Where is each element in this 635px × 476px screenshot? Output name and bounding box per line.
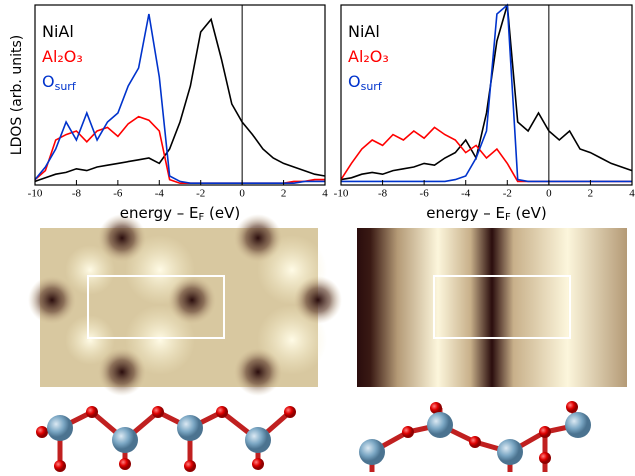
ldos-chart: -10 -8 -6 -4 -2 0 2 4 energy – EF (eV) NiAl Al₂O₃ O… — [334, 3, 635, 224]
ldos-line — [34, 115, 325, 184]
stm-image-right — [357, 228, 627, 387]
y-axis-label: LDOS (arb. units) — [9, 35, 25, 155]
x-axis-label-sub: F — [199, 212, 205, 223]
plot-frame — [340, 4, 633, 186]
atomic-structure-right — [359, 401, 591, 472]
legend-entry: Osurf — [348, 72, 383, 94]
x-axis-label-text: energy – E — [426, 204, 505, 222]
legend-name: Al₂O₃ — [42, 47, 83, 66]
x-tick-label: -6 — [420, 188, 430, 200]
legend-name: NiAl — [42, 22, 74, 41]
legend-name: O — [42, 72, 55, 91]
ldos-chart: -10 -8 -6 -4 -2 0 2 4 energy – EF (eV) LDOS (arb.… — [9, 4, 328, 224]
plot-frame — [34, 4, 326, 186]
legend-subscript: surf — [55, 80, 77, 93]
x-axis-label-text: energy – E — [120, 204, 199, 222]
x-tick-label: 4 — [629, 188, 635, 200]
legend-entry: NiAl — [348, 22, 380, 41]
atomic-structure-left — [36, 406, 296, 472]
x-axis-label-tail: (eV) — [511, 204, 547, 222]
x-axis-label: energy – EF (eV) — [426, 204, 547, 224]
x-tick-label: -8 — [72, 188, 82, 200]
x-tick-label: -4 — [155, 188, 165, 200]
legend-entry: Osurf — [42, 72, 77, 94]
x-tick-label: -2 — [196, 188, 205, 200]
x-axis-label-sub: F — [505, 212, 511, 223]
ldos-line — [34, 13, 325, 184]
legend-name: NiAl — [348, 22, 380, 41]
x-tick-label: -2 — [503, 188, 512, 200]
x-tick-label: -10 — [28, 188, 43, 200]
legend-name: Al₂O₃ — [348, 47, 389, 66]
x-tick-label: -6 — [113, 188, 123, 200]
x-tick-label: 4 — [322, 188, 328, 200]
x-tick-label: 2 — [281, 188, 287, 200]
x-tick-label: 2 — [588, 188, 594, 200]
legend-subscript: surf — [361, 80, 383, 93]
legend-entry: Al₂O₃ — [348, 47, 389, 66]
ldos-line — [340, 4, 633, 181]
x-tick-label: 0 — [546, 188, 552, 200]
legend-name: O — [348, 72, 361, 91]
ldos-line — [34, 17, 326, 183]
x-axis-label-tail: (eV) — [204, 204, 240, 222]
legend-entry: Al₂O₃ — [42, 47, 83, 66]
x-axis-label: energy – EF (eV) — [120, 204, 241, 224]
x-tick-label: 0 — [239, 188, 245, 200]
stm-image-left — [28, 214, 342, 396]
x-tick-label: -4 — [461, 188, 471, 200]
x-tick-label: -10 — [334, 188, 349, 200]
ldos-line — [341, 3, 632, 183]
legend-entry: NiAl — [42, 22, 74, 41]
x-tick-label: -8 — [378, 188, 388, 200]
